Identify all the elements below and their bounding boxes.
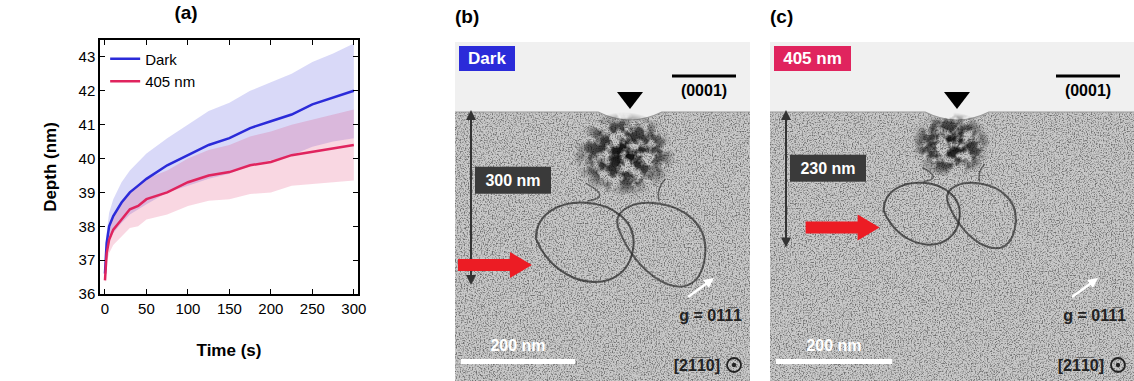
svg-text:37: 37 [79, 251, 96, 268]
html-text:(c): (c) [770, 6, 794, 27]
svg-text:(0001): (0001) [1065, 82, 1111, 99]
svg-text:38: 38 [79, 218, 96, 235]
svg-text:(0001): (0001) [681, 82, 727, 99]
svg-text:Time (s): Time (s) [197, 341, 262, 360]
svg-text:g = 011̅1: g = 011̅1 [679, 307, 742, 324]
svg-text:g = 011̅1: g = 011̅1 [1063, 307, 1126, 324]
svg-text:36: 36 [79, 285, 96, 302]
svg-text:50: 50 [138, 300, 155, 317]
svg-text:200 nm: 200 nm [806, 337, 861, 354]
svg-text:200: 200 [258, 300, 283, 317]
svg-text:Depth (nm): Depth (nm) [41, 122, 60, 212]
svg-text:300: 300 [341, 300, 366, 317]
svg-text:40: 40 [79, 150, 96, 167]
svg-text:41: 41 [79, 116, 96, 133]
svg-text:300 nm: 300 nm [485, 172, 540, 189]
svg-text:150: 150 [217, 300, 242, 317]
svg-text:Dark: Dark [468, 49, 506, 68]
svg-text:100: 100 [175, 300, 200, 317]
svg-text:405 nm: 405 nm [783, 49, 842, 68]
svg-text:0: 0 [101, 300, 109, 317]
svg-text:39: 39 [79, 184, 96, 201]
svg-text:(a): (a) [174, 2, 197, 23]
svg-text:[21̅1̅0]: [21̅1̅0] [674, 357, 720, 374]
svg-text:[21̅1̅0]: [21̅1̅0] [1058, 357, 1104, 374]
svg-text:43: 43 [79, 48, 96, 65]
svg-text:42: 42 [79, 82, 96, 99]
svg-text:250: 250 [300, 300, 325, 317]
svg-text:230 nm: 230 nm [800, 160, 855, 177]
html-text:(b): (b) [455, 6, 480, 27]
svg-text:405 nm: 405 nm [145, 73, 195, 90]
svg-text:Dark: Dark [145, 51, 177, 68]
svg-text:200 nm: 200 nm [490, 337, 545, 354]
